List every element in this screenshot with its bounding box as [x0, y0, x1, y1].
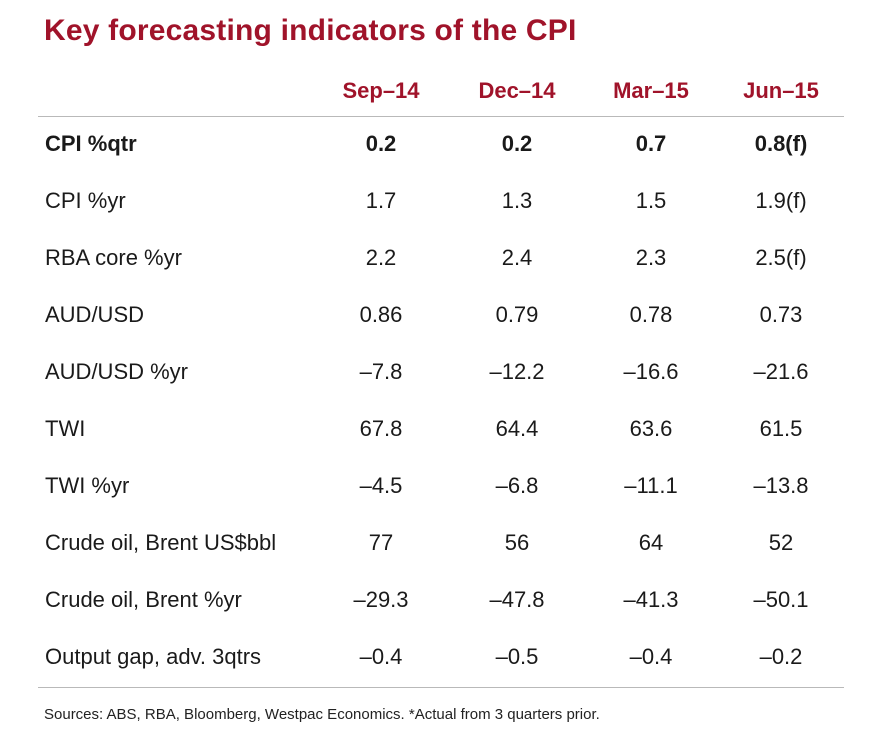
- table-cell: –0.4: [359, 644, 403, 669]
- source-note: Sources: ABS, RBA, Bloomberg, Westpac Ec…: [44, 706, 600, 723]
- row-label: CPI %qtr: [45, 131, 137, 156]
- row-label: Crude oil, Brent US$bbl: [45, 530, 277, 555]
- table-cell: 0.8(f): [754, 131, 808, 156]
- table-cell: 63.6: [629, 416, 673, 441]
- table-cell: 56: [504, 530, 530, 555]
- table-cell: –11.1: [624, 473, 678, 498]
- table-body: CPI %qtr 0.2 0.2 0.7 0.8(f) CPI %yr 1.7 1.3 1.5 1…: [38, 117, 844, 687]
- table-cell: 1.3: [501, 188, 533, 213]
- table-cell: 0.7: [635, 131, 667, 156]
- table-cell: –12.2: [489, 359, 545, 384]
- row-label: TWI: [45, 416, 86, 441]
- column-header: Sep–14: [342, 78, 420, 103]
- table-row: RBA core %yr 2.2 2.4 2.3 2.5(f): [38, 231, 844, 288]
- chart-title: Key forecasting indicators of the CPI: [44, 14, 577, 47]
- table-cell: 1.9(f): [755, 188, 807, 213]
- row-label: TWI %yr: [45, 473, 130, 498]
- table-cell: 0.78: [629, 302, 673, 327]
- table-cell: 1.7: [365, 188, 397, 213]
- table-row: AUD/USD %yr –7.8 –12.2 –16.6 –21.6: [38, 345, 844, 402]
- table-cell: 2.2: [365, 245, 397, 270]
- table-row: Crude oil, Brent US$bbl 77 56 64 52: [38, 516, 844, 573]
- table-cell: –29.3: [353, 587, 409, 612]
- row-label: Crude oil, Brent %yr: [45, 587, 242, 612]
- table-cell: –50.1: [753, 587, 809, 612]
- indicator-table: Sep–14 Dec–14 Mar–15 Jun–15 CPI %qtr 0.2 0.2 0…: [38, 72, 844, 688]
- table-cell: 0.2: [365, 131, 397, 156]
- table-cell: –47.8: [489, 587, 545, 612]
- table-cell: 2.3: [635, 245, 667, 270]
- table-cell: 64: [638, 530, 664, 555]
- column-header: Jun–15: [743, 78, 819, 103]
- table-cell: 64.4: [495, 416, 539, 441]
- header-rule: [38, 116, 844, 117]
- table-cell: –6.8: [495, 473, 539, 498]
- table-row: CPI %qtr 0.2 0.2 0.7 0.8(f): [38, 117, 844, 174]
- column-header: Dec–14: [478, 78, 556, 103]
- table-cell: –21.6: [753, 359, 809, 384]
- table-header: Sep–14 Dec–14 Mar–15 Jun–15: [38, 72, 844, 116]
- table-cell: 1.5: [635, 188, 667, 213]
- table-cell: 0.2: [501, 131, 533, 156]
- table-cell: –16.6: [623, 359, 679, 384]
- table-row: TWI %yr –4.5 –6.8 –11.1 –13.8: [38, 459, 844, 516]
- row-label: Output gap, adv. 3qtrs: [45, 644, 262, 669]
- row-label: RBA core %yr: [45, 245, 182, 270]
- footer-rule: [38, 687, 844, 688]
- column-header: Mar–15: [613, 78, 689, 103]
- table-row: TWI 67.8 64.4 63.6 61.5: [38, 402, 844, 459]
- table-row: CPI %yr 1.7 1.3 1.5 1.9(f): [38, 174, 844, 231]
- table-cell: 2.5(f): [755, 245, 807, 270]
- table-cell: 2.4: [501, 245, 533, 270]
- table-cell: –0.2: [759, 644, 803, 669]
- table-cell: –41.3: [623, 587, 679, 612]
- table-cell: –0.5: [495, 644, 539, 669]
- table-cell: 0.86: [359, 302, 403, 327]
- table-cell: –7.8: [359, 359, 403, 384]
- table-row: AUD/USD 0.86 0.79 0.78 0.73: [38, 288, 844, 345]
- row-label: AUD/USD %yr: [45, 359, 189, 384]
- table-row: Output gap, adv. 3qtrs –0.4 –0.5 –0.4 –0.2: [38, 630, 844, 687]
- table-cell: 52: [768, 530, 794, 555]
- row-label: AUD/USD: [45, 302, 145, 327]
- table-cell: 67.8: [359, 416, 403, 441]
- table-cell: 61.5: [759, 416, 803, 441]
- table-cell: –13.8: [753, 473, 809, 498]
- table-cell: –0.4: [629, 644, 673, 669]
- table-cell: 0.73: [759, 302, 803, 327]
- table-cell: –4.5: [359, 473, 403, 498]
- row-label: CPI %yr: [45, 188, 126, 213]
- table-row: Crude oil, Brent %yr –29.3 –47.8 –41.3 –50.1: [38, 573, 844, 630]
- table-cell: 77: [368, 530, 394, 555]
- table-cell: 0.79: [495, 302, 539, 327]
